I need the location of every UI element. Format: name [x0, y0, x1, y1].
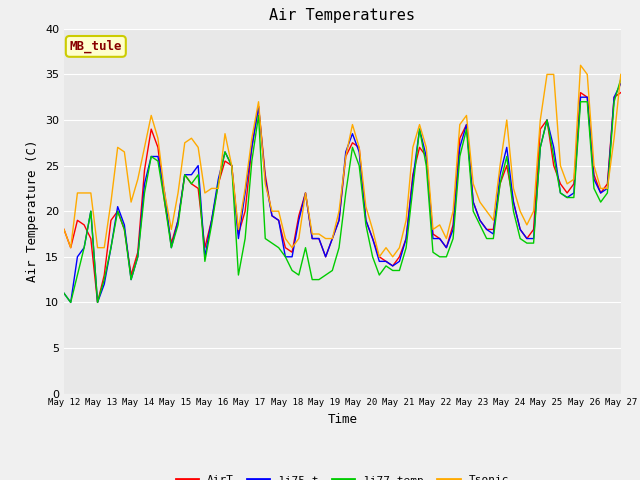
- X-axis label: Time: Time: [328, 413, 357, 426]
- Legend: AirT, li75_t, li77_temp, Tsonic: AirT, li75_t, li77_temp, Tsonic: [172, 470, 513, 480]
- Text: MB_tule: MB_tule: [70, 40, 122, 53]
- Title: Air Temperatures: Air Temperatures: [269, 9, 415, 24]
- Y-axis label: Air Temperature (C): Air Temperature (C): [26, 140, 40, 282]
